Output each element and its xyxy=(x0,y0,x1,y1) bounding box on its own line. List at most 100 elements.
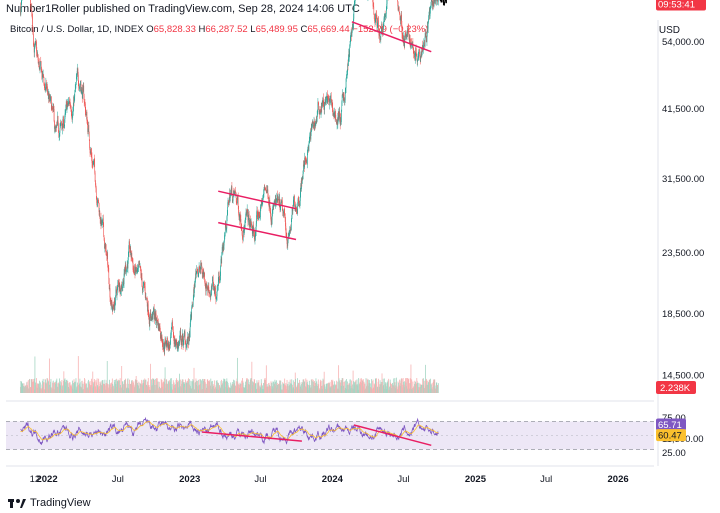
candle-body xyxy=(386,3,388,8)
currency-label[interactable]: USD xyxy=(658,25,680,36)
channel-1-lower-line xyxy=(218,221,297,241)
candle-body xyxy=(181,344,182,346)
candle-body xyxy=(64,118,65,127)
candle-body xyxy=(294,202,296,207)
candle-body xyxy=(196,267,198,272)
candle-body xyxy=(432,1,433,6)
close-value: 65,669.44 xyxy=(307,24,350,35)
candle-body xyxy=(201,265,202,267)
candle-body xyxy=(129,241,130,249)
volume-bar xyxy=(291,379,293,393)
candle-body xyxy=(20,3,22,9)
volume-bar xyxy=(210,378,212,393)
volume-bar xyxy=(364,383,366,393)
candle-body xyxy=(410,43,411,47)
candle-body xyxy=(169,345,171,349)
candle-body xyxy=(339,111,341,118)
candle-body xyxy=(199,266,200,268)
volume-bar xyxy=(385,383,387,393)
candle-body xyxy=(181,338,183,346)
candle-body xyxy=(210,294,212,298)
volume-bar xyxy=(55,380,57,393)
candle-body xyxy=(128,241,130,247)
volume-bar xyxy=(333,381,335,393)
candle-body xyxy=(326,96,327,101)
candle-body xyxy=(304,157,305,168)
volume-bar xyxy=(336,380,338,393)
candle-body xyxy=(141,277,143,287)
candle-body xyxy=(123,273,125,285)
candle-body xyxy=(110,301,112,306)
candle-body xyxy=(400,17,401,21)
candle-body xyxy=(145,297,147,300)
candle-body xyxy=(194,278,196,288)
candle-body xyxy=(273,205,274,207)
volume-bar xyxy=(74,381,76,393)
candle-body xyxy=(164,346,165,352)
volume-group xyxy=(20,356,439,393)
candle-body xyxy=(189,332,191,338)
candle-body xyxy=(20,7,21,15)
candle-body xyxy=(163,342,164,350)
candle-body xyxy=(345,78,347,89)
candle-body xyxy=(172,330,174,334)
candle-body xyxy=(156,318,158,320)
volume-bar xyxy=(191,381,193,393)
candle-body xyxy=(329,99,330,102)
candle-body xyxy=(329,99,331,103)
open-label: O xyxy=(146,24,154,35)
volume-bar xyxy=(75,378,77,393)
candle-body xyxy=(99,217,101,224)
candle-body xyxy=(160,335,162,339)
candle-body xyxy=(172,328,174,331)
candle-body xyxy=(239,214,240,218)
volume-bar xyxy=(304,381,306,393)
candle-body xyxy=(65,105,67,111)
candle-body xyxy=(290,228,291,232)
rsi-tick-label: 75.00 xyxy=(662,413,686,424)
candle-body xyxy=(117,280,119,283)
candle-body xyxy=(298,199,299,201)
candle-body xyxy=(373,6,374,7)
candle-body xyxy=(106,253,108,257)
candle-body xyxy=(429,9,431,17)
candle-body xyxy=(54,126,56,129)
volume-bar xyxy=(69,382,71,393)
candle-body xyxy=(378,33,380,36)
candle-body xyxy=(334,112,335,117)
candle-body xyxy=(205,284,206,288)
footer-brand[interactable]: TradingView xyxy=(8,497,91,509)
candle-body xyxy=(215,287,216,297)
candle-body xyxy=(159,326,161,331)
candle-body xyxy=(259,215,260,219)
candle-body xyxy=(300,192,301,201)
candle-body xyxy=(41,71,42,73)
candle-body xyxy=(113,300,115,310)
candle-body xyxy=(312,121,314,122)
candle-body xyxy=(317,109,318,115)
candle-body xyxy=(138,263,140,265)
candle-body xyxy=(292,207,293,212)
candle-body xyxy=(241,225,242,227)
volume-bar xyxy=(193,367,195,393)
candle-body xyxy=(254,240,256,242)
candle-body xyxy=(374,20,376,24)
price-tag-bg xyxy=(656,0,706,11)
volume-bar xyxy=(201,380,202,393)
candle-body xyxy=(430,6,431,10)
candle-body xyxy=(378,20,379,29)
volume-bar xyxy=(216,380,218,393)
candle-body xyxy=(344,100,346,103)
candle-body xyxy=(304,157,306,159)
candle-body xyxy=(303,164,305,166)
candle-body xyxy=(417,59,418,62)
candle-body xyxy=(155,313,156,321)
candle-body xyxy=(38,60,39,64)
candle-body xyxy=(334,111,336,118)
volume-bar xyxy=(167,380,169,393)
candle-body xyxy=(381,23,382,31)
candle-body xyxy=(97,200,98,207)
price-tick-label: 54,000.00 xyxy=(662,37,704,48)
candle-body xyxy=(256,215,257,224)
